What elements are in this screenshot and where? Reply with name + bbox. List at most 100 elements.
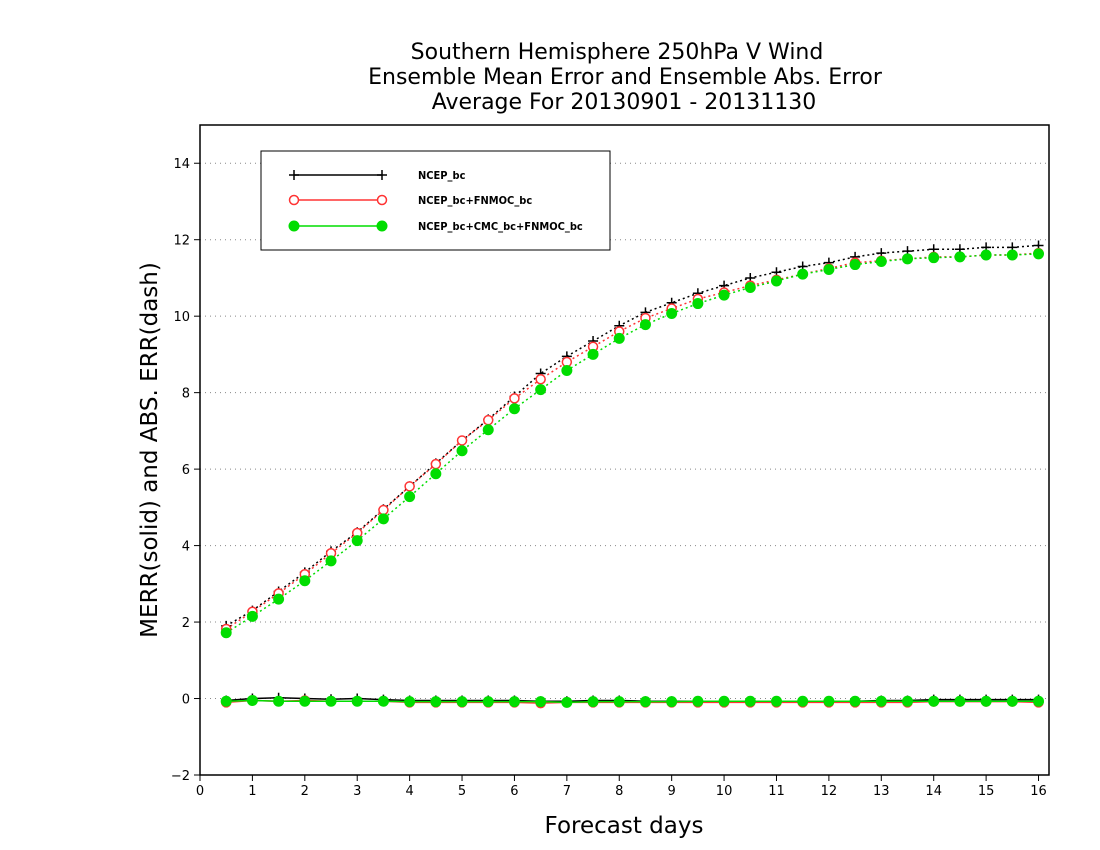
y-tick-label: 6 — [182, 463, 190, 478]
abs-error-point — [378, 504, 389, 516]
mean-error-point — [770, 695, 782, 707]
x-tick-label: 14 — [925, 784, 942, 799]
abs-error-line — [225, 253, 1039, 634]
mean-error-point — [587, 696, 599, 708]
abs-error-point — [351, 535, 363, 547]
abs-error-line — [225, 252, 1039, 630]
abs-error-point — [508, 403, 520, 415]
abs-error-point — [456, 445, 468, 457]
x-tick-label: 16 — [1030, 784, 1047, 799]
series-0 — [225, 244, 1039, 702]
x-tick-label: 15 — [978, 784, 995, 799]
abs-error-point — [718, 289, 730, 301]
abs-error-point — [482, 424, 494, 436]
mean-error-point — [666, 696, 678, 708]
mean-error-point — [797, 695, 809, 707]
mean-error-point — [299, 695, 311, 707]
abs-error-point — [509, 393, 520, 404]
abs-error-point — [744, 282, 756, 293]
y-axis-label: MERR(solid) and ABS. ERR(dash) — [137, 262, 163, 638]
abs-error-point — [535, 384, 547, 396]
x-tick-label: 6 — [510, 784, 518, 799]
title-line-2: Ensemble Mean Error and Ensemble Abs. Er… — [368, 65, 883, 90]
mean-error-point — [508, 696, 520, 708]
abs-error-point — [639, 319, 651, 331]
x-tick-label: 1 — [248, 784, 256, 799]
legend-marker — [376, 194, 388, 206]
mean-error-point — [273, 695, 285, 707]
legend-label: NCEP_bc+CMC_bc+FNMOC_bc — [418, 220, 583, 233]
abs-error-point — [456, 435, 468, 446]
x-axis-ticks: 0 1 2 3 4 5 6 7 8 9 10 11 12 13 14 15 16 — [196, 775, 1047, 799]
abs-error-point — [902, 253, 913, 265]
mean-error-point — [1033, 695, 1045, 707]
legend-marker — [288, 194, 300, 206]
abs-error-point — [561, 364, 573, 376]
legend-marker — [376, 220, 388, 232]
abs-error-point — [325, 555, 337, 567]
abs-error-point — [613, 332, 625, 344]
y-tick-label: 12 — [173, 234, 190, 249]
mean-error-point — [535, 696, 547, 708]
abs-error-point — [692, 298, 704, 310]
mean-error-point — [849, 695, 861, 707]
y-axis-ticks: −2 0 2 4 6 8 10 12 14 — [171, 157, 200, 784]
abs-error-point — [1033, 248, 1045, 260]
series-layer — [220, 240, 1045, 709]
y-tick-label: 4 — [182, 540, 190, 555]
chart-title: Southern Hemisphere 250hPa V Wind Ensemb… — [368, 40, 883, 115]
legend-entry-1: NCEP_bc+FNMOC_bc — [288, 194, 532, 207]
mean-error-point — [220, 695, 232, 707]
y-tick-label: −2 — [171, 769, 190, 784]
x-tick-label: 13 — [873, 784, 890, 799]
abs-error-point — [430, 468, 442, 480]
x-tick-label: 3 — [353, 784, 361, 799]
abs-error-point — [587, 348, 599, 360]
abs-error-point — [875, 256, 887, 267]
abs-error-point — [246, 610, 258, 622]
legend-entry-2: NCEP_bc+CMC_bc+FNMOC_bc — [288, 220, 583, 233]
mean-error-point — [351, 695, 363, 707]
gridlines — [200, 162, 1049, 776]
abs-error-point — [980, 249, 992, 261]
x-tick-label: 5 — [458, 784, 466, 799]
x-axis-label: Forecast days — [545, 813, 704, 839]
mean-error-point — [1006, 695, 1018, 707]
mean-error-point — [613, 696, 625, 708]
abs-error-point — [535, 374, 546, 385]
abs-error-point — [666, 308, 678, 319]
mean-error-point — [377, 695, 389, 707]
mean-error-point — [430, 696, 442, 708]
abs-error-point — [954, 251, 966, 263]
mean-error-point — [325, 695, 337, 707]
abs-error-point — [377, 513, 389, 525]
abs-error-line — [225, 244, 1039, 627]
legend-marker — [288, 220, 300, 232]
y-tick-label: 2 — [182, 616, 190, 631]
legend-marker — [289, 170, 299, 180]
mean-error-point — [744, 695, 756, 707]
mean-error-point — [718, 695, 730, 707]
abs-error-point — [430, 458, 442, 470]
abs-error-point — [482, 414, 494, 426]
x-tick-label: 8 — [615, 784, 623, 799]
mean-error-point — [482, 696, 494, 708]
title-line-3: Average For 20130901 - 20131130 — [432, 90, 817, 115]
abs-error-point — [928, 252, 940, 264]
mean-error-point — [928, 695, 940, 707]
mean-error-point — [875, 695, 887, 707]
mean-error-point — [823, 695, 835, 707]
series-1 — [225, 252, 1039, 704]
mean-error-point — [980, 695, 992, 707]
abs-error-point — [273, 593, 285, 605]
abs-error-point — [797, 268, 809, 280]
abs-error-point — [404, 491, 416, 503]
y-tick-label: 0 — [182, 693, 190, 708]
mean-error-point — [246, 694, 258, 706]
abs-error-point — [849, 259, 861, 271]
series-markers-0 — [221, 240, 1044, 707]
x-tick-label: 4 — [405, 784, 413, 799]
x-tick-label: 0 — [196, 784, 204, 799]
x-tick-label: 10 — [716, 784, 733, 799]
